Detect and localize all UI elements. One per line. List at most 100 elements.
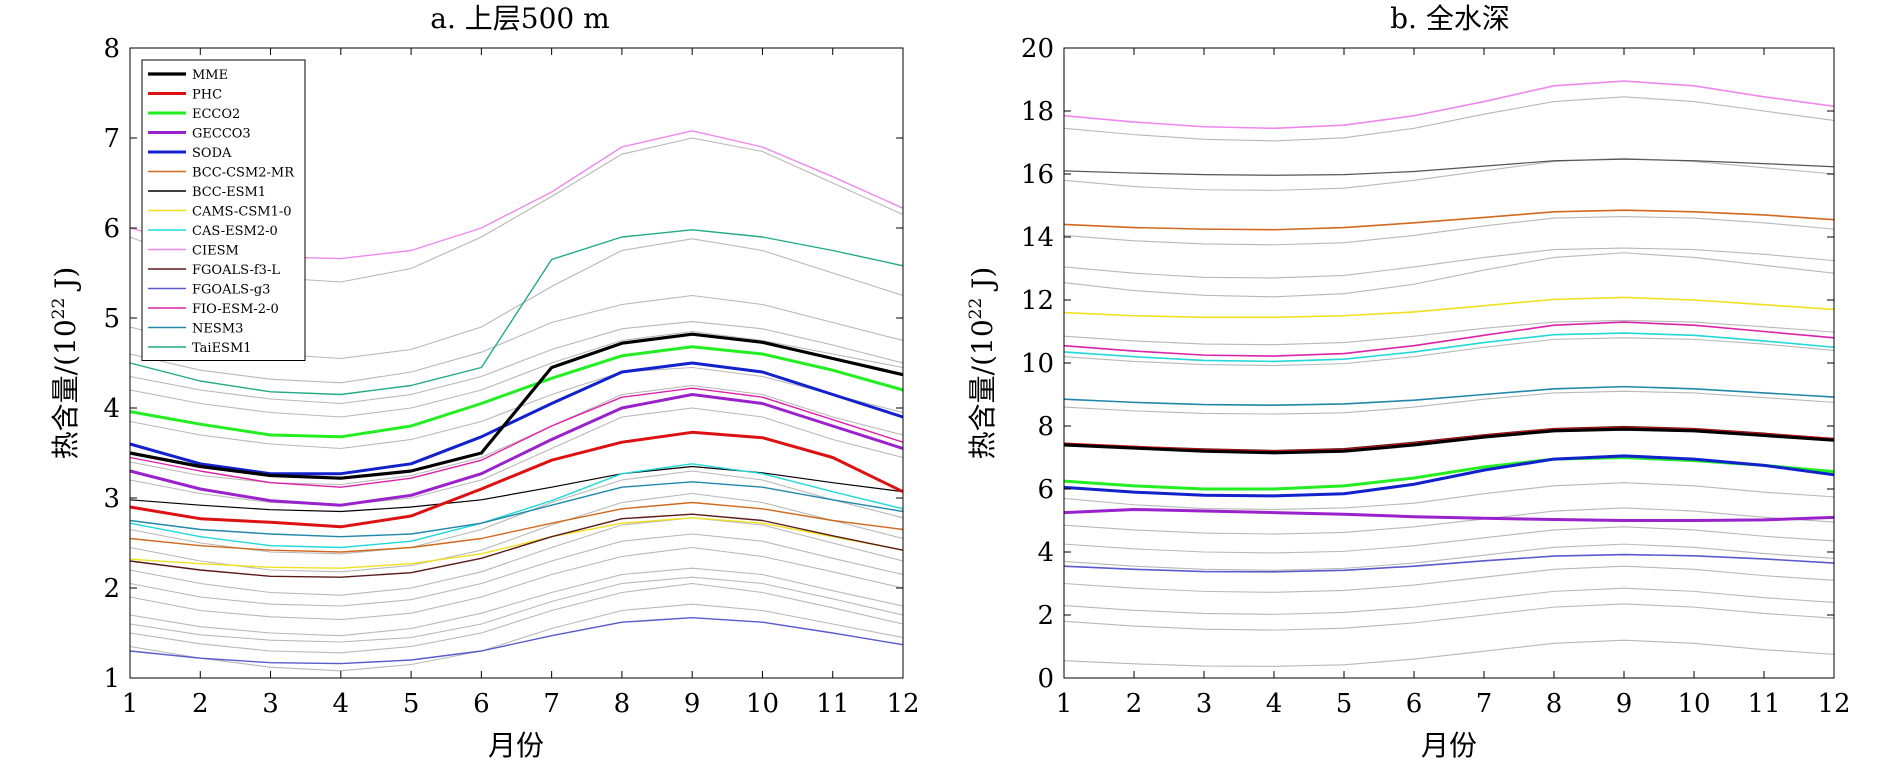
chart-b: b. 全水深 1 2 3 4 5 6 7 8 9 10 11 12 02468101214161820… <box>966 2 1851 762</box>
chart-a-title: a. 上层500 m <box>430 2 609 35</box>
b-x-tick-label: 12 <box>1817 689 1850 719</box>
b-x-tick-label: 2 <box>1126 689 1143 719</box>
chart-b-series <box>1063 80 1835 573</box>
b-background-line <box>1063 639 1835 667</box>
a-series-bcc-csm2-mr <box>129 501 904 553</box>
b-background-line <box>1063 252 1835 298</box>
a-x-tick-label: 8 <box>614 689 631 719</box>
a-x-tick-label: 4 <box>333 689 350 719</box>
legend-entry: CIESM <box>192 244 239 259</box>
legend-entry: ECCO2 <box>192 107 240 122</box>
a-series-gecco3 <box>129 393 904 507</box>
b-x-tick-label: 10 <box>1677 689 1710 719</box>
a-y-tick-label: 2 <box>103 574 120 604</box>
chart-a-y-label-unit: J) <box>49 267 82 298</box>
chart-b-y-label-exp: 22 <box>966 298 986 320</box>
b-background-line <box>1063 587 1835 615</box>
b-x-tick-label: 1 <box>1056 689 1073 719</box>
b-series-mme <box>1063 427 1835 455</box>
a-y-tick-label: 7 <box>103 124 120 154</box>
a-background-line <box>129 321 904 405</box>
a-x-tick-label: 11 <box>816 689 849 719</box>
a-background-line <box>129 294 904 384</box>
legend-entry: GECCO3 <box>192 127 251 142</box>
a-series-fgoals-g3 <box>129 617 904 665</box>
a-background-line <box>129 576 904 643</box>
b-series-gecco3 <box>1063 507 1835 522</box>
a-x-tick-label: 3 <box>262 689 279 719</box>
b-x-tick-label: 4 <box>1266 689 1283 719</box>
b-background-line <box>1063 157 1835 191</box>
a-x-tick-label: 9 <box>684 689 701 719</box>
a-x-tick-label: 1 <box>122 689 139 719</box>
b-background-line <box>1063 96 1835 142</box>
a-y-tick-label: 8 <box>103 34 120 64</box>
legend-entry: FIO-ESM-2-0 <box>192 302 279 317</box>
legend-entry: MME <box>192 68 228 83</box>
a-background-line <box>129 603 904 672</box>
chart-a-legend: MME PHC ECCO2 GECCO3 SODA BCC-CSM2-MR BCC-ESM1… <box>141 59 306 361</box>
b-x-tick-label: 11 <box>1747 689 1780 719</box>
b-background-line <box>1063 247 1835 279</box>
chart-a-frame <box>129 47 904 679</box>
chart-b-y-ticks: 0 2 4 6 8 10 12 14 16 18 20 <box>1021 34 1834 694</box>
a-x-tick-label: 6 <box>473 689 490 719</box>
b-background-line <box>1063 565 1835 593</box>
b-y-tick-label: 20 <box>1021 34 1054 64</box>
a-series-cams-csm1-0 <box>129 517 904 569</box>
a-background-line <box>129 582 904 654</box>
b-y-tick-label: 2 <box>1037 601 1054 631</box>
legend-entry: BCC-CSM2-MR <box>192 166 295 181</box>
a-series-fio-esm-2-0 <box>129 387 904 488</box>
a-series-bcc-esm1 <box>129 465 904 513</box>
a-x-tick-label: 7 <box>543 689 560 719</box>
b-y-tick-label: 14 <box>1021 223 1054 253</box>
b-x-tick-label: 5 <box>1336 689 1353 719</box>
b-background-line <box>1063 337 1835 367</box>
b-background-line <box>1063 215 1835 246</box>
b-series-ciesm <box>1063 80 1835 130</box>
b-background-line <box>1063 390 1835 415</box>
a-y-tick-label: 3 <box>103 484 120 514</box>
b-y-tick-label: 4 <box>1037 538 1054 568</box>
b-series-fgoals-g3 <box>1063 553 1835 573</box>
b-y-tick-label: 12 <box>1021 286 1054 316</box>
b-background-line <box>1063 526 1835 554</box>
a-background-line <box>129 384 904 486</box>
b-x-tick-label: 8 <box>1546 689 1563 719</box>
a-background-line <box>129 567 904 637</box>
legend-entry: CAMS-CSM1-0 <box>192 205 292 220</box>
b-series-cams-csm1-0 <box>1063 296 1835 319</box>
b-y-tick-label: 18 <box>1021 97 1054 127</box>
b-y-tick-label: 16 <box>1021 160 1054 190</box>
a-series-cas-esm2-0 <box>129 463 904 549</box>
b-y-tick-label: 6 <box>1037 475 1054 505</box>
chart-b-x-label: 月份 <box>1421 729 1477 762</box>
a-series-nesm3 <box>129 481 904 538</box>
a-series-phc <box>129 430 904 529</box>
chart-a-y-label-exp: 22 <box>49 298 69 320</box>
b-y-tick-label: 0 <box>1037 664 1054 694</box>
chart-a-y-label: 热含量/(1022 J) <box>49 267 82 460</box>
b-x-tick-label: 3 <box>1196 689 1213 719</box>
b-series-nesm3 <box>1063 385 1835 407</box>
legend-entry: SODA <box>192 146 232 161</box>
a-x-tick-label: 2 <box>192 689 209 719</box>
a-series-fgoals-f3-l <box>129 513 904 578</box>
a-series-mme <box>129 332 904 480</box>
chart-b-y-label: 热含量/(1022 J) <box>966 267 999 460</box>
b-series-bcc-csm2-mr <box>1063 209 1835 231</box>
chart-b-y-label-base: 热含量/(10 <box>966 319 999 459</box>
b-x-tick-label: 9 <box>1616 689 1633 719</box>
b-background-line <box>1063 482 1835 511</box>
b-series-bcc-esm1 <box>1063 158 1835 176</box>
b-background-line <box>1063 507 1835 535</box>
legend-entry: PHC <box>192 88 222 103</box>
b-x-tick-label: 6 <box>1406 689 1423 719</box>
b-series-cas-esm2-0 <box>1063 332 1835 363</box>
legend-entry: FGOALS-g3 <box>192 283 270 298</box>
chart-a-y-ticks: 1 2 3 4 5 6 7 8 <box>103 34 903 694</box>
chart-a-x-ticks: 1 2 3 4 5 6 7 8 9 10 11 12 <box>122 48 920 719</box>
a-x-tick-label: 12 <box>886 689 919 719</box>
